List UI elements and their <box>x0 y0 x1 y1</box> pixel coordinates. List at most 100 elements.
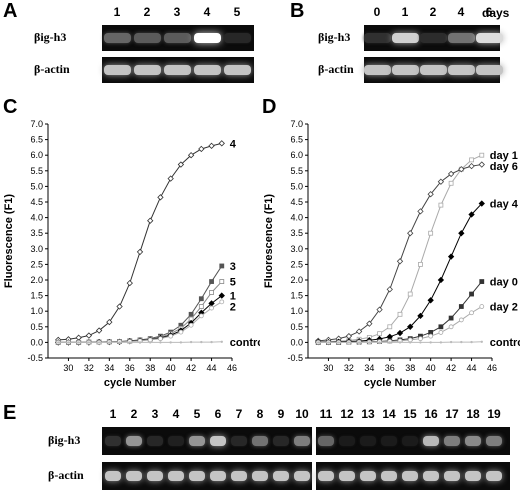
panel-c-letter: C <box>3 96 18 118</box>
data-point <box>377 331 382 337</box>
series-label: day 6 <box>490 161 518 173</box>
data-point <box>407 230 414 237</box>
data-point <box>97 341 101 344</box>
lane-number: 14 <box>382 407 396 421</box>
y-tick-label: 4.0 <box>290 213 303 223</box>
data-point <box>397 311 403 317</box>
gel-band <box>363 33 391 43</box>
lane-number: 2 <box>130 407 138 421</box>
data-point <box>188 311 194 317</box>
y-tick-label: 6.5 <box>290 135 303 145</box>
y-tick-label: 0.5 <box>290 322 303 332</box>
data-point <box>479 304 485 309</box>
gel-band <box>465 436 481 446</box>
data-point <box>219 299 225 305</box>
lane-number: 12 <box>340 407 354 421</box>
gel-row-label: βig-h3 <box>48 433 81 447</box>
data-point <box>388 341 391 344</box>
y-tick-label: 3.0 <box>30 244 43 254</box>
data-point <box>116 303 123 310</box>
lane-number: 4 <box>457 5 465 19</box>
series-line <box>58 142 222 341</box>
y-tick-label: 6.0 <box>290 150 303 160</box>
series-label: 3 <box>230 261 236 273</box>
gel-band <box>163 33 191 43</box>
y-tick-label: 4.5 <box>30 197 43 207</box>
y-tick-label: 2.0 <box>30 275 43 285</box>
lane-number: 5 <box>233 5 241 19</box>
y-tick-label: 3.5 <box>290 228 303 238</box>
data-point <box>57 341 60 344</box>
y-axis-label: Fluorescence (F1) <box>263 194 275 288</box>
gel-band <box>193 65 221 75</box>
gel-band <box>419 33 447 43</box>
data-point <box>179 341 183 344</box>
y-tick-label: 5.0 <box>290 181 303 191</box>
data-point <box>396 329 404 337</box>
data-point <box>106 318 113 326</box>
gel-band <box>223 33 251 43</box>
data-point <box>419 341 422 344</box>
x-tick-label: 38 <box>405 363 415 373</box>
data-point <box>458 230 465 237</box>
series-line <box>318 203 483 343</box>
data-point <box>469 310 474 316</box>
data-point <box>386 286 393 293</box>
gel-band <box>273 436 289 446</box>
lane-number: 17 <box>445 407 459 421</box>
x-axis-label: cycle Number <box>364 377 437 389</box>
data-point <box>427 297 434 304</box>
data-point <box>438 330 444 335</box>
panel-c-chart: -0.5 0.0 0.5 1.0 1.5 2.0 2.5 3.0 3.5 4.0 4.5 5.0 5.5… <box>3 119 260 389</box>
x-tick-label: 44 <box>207 363 217 373</box>
x-tick-label: 42 <box>446 363 456 373</box>
data-point <box>218 140 225 147</box>
data-point <box>178 329 184 335</box>
series-label: control <box>490 337 520 349</box>
data-point <box>417 312 424 320</box>
data-point <box>188 322 194 328</box>
y-tick-label: 5.5 <box>290 166 303 176</box>
gel-band <box>133 65 161 75</box>
series-line <box>58 301 223 343</box>
y-axis-label: Fluorescence (F1) <box>3 194 15 288</box>
lane-number: 4 <box>172 407 180 421</box>
gel-band <box>360 471 376 481</box>
data-point <box>376 306 383 313</box>
lane-number: 6 <box>214 407 222 421</box>
data-point <box>418 261 423 267</box>
data-point <box>327 341 330 344</box>
series-line <box>58 281 223 343</box>
lane-number: 0 <box>373 5 381 19</box>
data-point <box>138 341 142 344</box>
y-tick-label: 1.0 <box>290 306 303 316</box>
lane-number: 1 <box>401 5 409 19</box>
x-tick-label: 40 <box>166 363 176 373</box>
data-point <box>437 178 445 185</box>
data-point <box>218 292 225 299</box>
gel-row-label: β-actin <box>34 62 70 76</box>
lane-number: 15 <box>403 407 417 421</box>
gel-band <box>402 436 418 446</box>
gel-band <box>168 471 184 481</box>
data-point <box>355 328 363 335</box>
data-point <box>447 170 455 178</box>
gel-band <box>252 436 268 446</box>
lane-number: 1 <box>109 407 117 421</box>
y-tick-label: 1.5 <box>30 291 43 301</box>
data-point <box>345 332 353 340</box>
data-point <box>378 341 381 344</box>
gel-band <box>189 436 205 446</box>
y-tick-label: 3.0 <box>290 244 303 254</box>
data-point <box>168 333 174 339</box>
lane-number: 6 <box>485 5 493 19</box>
data-point <box>126 279 133 287</box>
y-tick-label: -0.5 <box>287 353 303 363</box>
data-point <box>159 341 162 344</box>
data-point <box>189 340 193 344</box>
lane-number: 4 <box>203 5 211 19</box>
data-point <box>398 341 402 344</box>
x-axis-label: cycle Number <box>104 377 177 389</box>
data-point <box>479 279 485 284</box>
data-point <box>458 317 464 323</box>
